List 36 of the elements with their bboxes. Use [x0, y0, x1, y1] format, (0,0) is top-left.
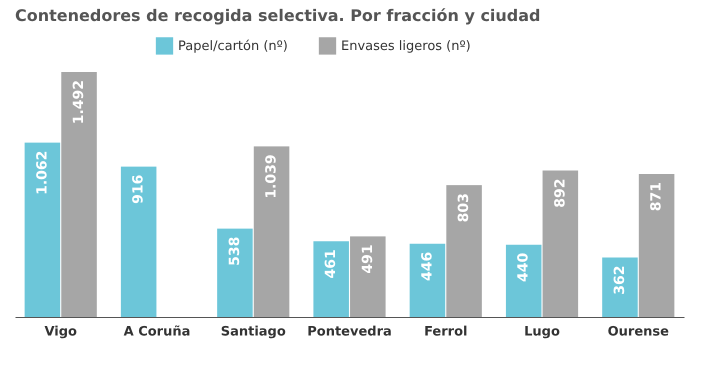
x-tick-label: Vigo [44, 324, 78, 340]
bar [542, 170, 578, 317]
data-label: 446 [419, 252, 436, 281]
data-label: 803 [456, 193, 472, 222]
data-label: 440 [516, 252, 532, 282]
bar [446, 185, 482, 317]
bar [313, 241, 349, 317]
data-label: 1.062 [34, 150, 50, 195]
data-label: 892 [552, 178, 568, 208]
data-label: 916 [130, 174, 147, 204]
bar [506, 244, 542, 317]
x-tick-label: A Coruña [124, 324, 190, 340]
bar [602, 258, 638, 317]
x-tick-label: Ferrol [424, 324, 468, 340]
bar [61, 72, 97, 317]
x-tick-label: Santiago [220, 324, 286, 340]
data-label: 538 [226, 236, 243, 266]
bar [24, 142, 60, 317]
bar [217, 228, 253, 317]
data-label: 1.039 [264, 154, 280, 199]
bar [638, 174, 674, 317]
x-tick-label: Pontevedra [307, 324, 392, 340]
data-label: 362 [612, 266, 628, 295]
chart-title: Contenedores de recogida selectiva. Por fracción y ciudad [15, 6, 540, 25]
bar [410, 244, 446, 317]
x-tick-label: Lugo [524, 324, 560, 340]
x-tick-label: Ourense [608, 324, 670, 340]
data-label: 461 [323, 249, 340, 279]
bar [254, 146, 290, 317]
legend-label: Papel/cartón (nº) [178, 38, 288, 54]
bar [350, 236, 386, 317]
data-label: 871 [648, 182, 665, 212]
data-label: 491 [360, 244, 376, 274]
legend-label: Envases ligeros (nº) [341, 38, 471, 54]
bar [120, 166, 156, 317]
data-label: 1.492 [71, 80, 88, 124]
